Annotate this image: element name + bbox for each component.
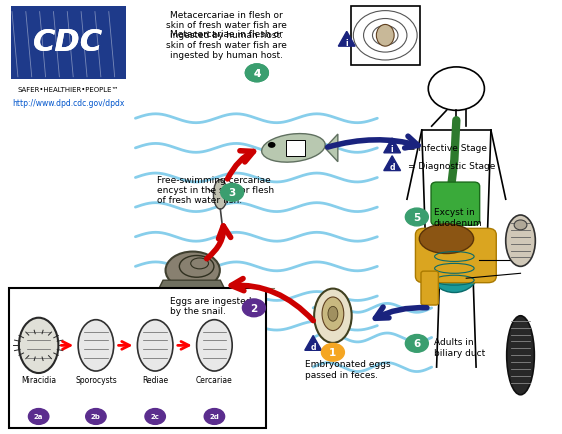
FancyBboxPatch shape (285, 141, 305, 156)
Circle shape (405, 335, 428, 352)
Ellipse shape (419, 224, 474, 254)
Text: 2d: 2d (210, 414, 219, 420)
Ellipse shape (262, 134, 325, 163)
Text: 4: 4 (253, 69, 261, 79)
Polygon shape (384, 156, 401, 171)
Text: d: d (310, 342, 316, 351)
Circle shape (246, 65, 268, 82)
Text: 4: 4 (253, 69, 261, 79)
Ellipse shape (197, 320, 232, 371)
Ellipse shape (430, 249, 479, 293)
Circle shape (514, 220, 527, 230)
Text: CDC: CDC (33, 28, 103, 56)
Circle shape (29, 409, 49, 424)
Ellipse shape (137, 320, 173, 371)
Polygon shape (305, 336, 321, 351)
Ellipse shape (214, 180, 227, 210)
FancyBboxPatch shape (415, 229, 496, 283)
Ellipse shape (78, 320, 114, 371)
Circle shape (221, 184, 244, 202)
Ellipse shape (377, 25, 394, 47)
Text: CDC: CDC (33, 28, 103, 56)
Circle shape (242, 299, 265, 317)
Ellipse shape (506, 216, 536, 267)
Polygon shape (338, 32, 355, 47)
Text: 6: 6 (413, 339, 420, 349)
Polygon shape (384, 139, 401, 154)
Text: http://www.dpd.cdc.gov/dpdx: http://www.dpd.cdc.gov/dpdx (12, 99, 124, 108)
Circle shape (321, 344, 345, 362)
Text: = Diagnostic Stage: = Diagnostic Stage (408, 162, 495, 171)
Text: i: i (346, 39, 348, 48)
Text: d: d (389, 163, 395, 172)
FancyBboxPatch shape (421, 272, 438, 306)
Text: 2b: 2b (91, 414, 101, 420)
Circle shape (405, 209, 428, 227)
Text: Metacercariae in flesh or
skin of fresh water fish are
ingested by human host.: Metacercariae in flesh or skin of fresh … (166, 10, 287, 40)
Text: 2c: 2c (151, 414, 160, 420)
FancyBboxPatch shape (431, 183, 479, 226)
Text: Cercariae: Cercariae (196, 375, 233, 384)
FancyBboxPatch shape (351, 7, 420, 66)
Text: Adults in
biliary duct: Adults in biliary duct (434, 338, 485, 357)
Ellipse shape (328, 307, 338, 322)
Text: Eggs are ingested
by the snail.: Eggs are ingested by the snail. (170, 296, 251, 316)
FancyBboxPatch shape (11, 7, 125, 79)
Text: 1: 1 (329, 348, 337, 358)
Text: Free-swimming cercariae
encyst in the skin or flesh
of fresh water fish.: Free-swimming cercariae encyst in the sk… (157, 175, 274, 205)
Text: i: i (391, 145, 393, 154)
Circle shape (268, 143, 275, 148)
Text: 2: 2 (250, 303, 257, 313)
FancyBboxPatch shape (9, 289, 266, 428)
Text: 3: 3 (229, 188, 236, 198)
Text: 5: 5 (413, 213, 420, 223)
Ellipse shape (21, 320, 56, 371)
Text: SAFER•HEALTHIER•PEOPLE™: SAFER•HEALTHIER•PEOPLE™ (17, 86, 119, 92)
Text: Excyst in
duodenum: Excyst in duodenum (434, 207, 482, 227)
Circle shape (86, 409, 106, 424)
Text: 2a: 2a (34, 414, 43, 420)
Circle shape (246, 65, 268, 82)
Ellipse shape (322, 297, 344, 331)
Circle shape (204, 409, 225, 424)
Ellipse shape (19, 318, 58, 373)
Polygon shape (325, 135, 338, 162)
Text: Metacercariae in flesh or
skin of fresh water fish are
ingested by human host.: Metacercariae in flesh or skin of fresh … (166, 30, 287, 60)
Text: Miracidia: Miracidia (21, 375, 56, 384)
Polygon shape (159, 280, 224, 289)
Circle shape (145, 409, 165, 424)
Ellipse shape (314, 289, 352, 343)
Text: Rediae: Rediae (142, 375, 168, 384)
Text: Embryonated eggs
passed in feces.: Embryonated eggs passed in feces. (305, 359, 391, 379)
Ellipse shape (166, 252, 220, 289)
Text: Sporocysts: Sporocysts (75, 375, 117, 384)
Ellipse shape (507, 316, 534, 395)
Text: = Infective Stage: = Infective Stage (408, 144, 487, 153)
